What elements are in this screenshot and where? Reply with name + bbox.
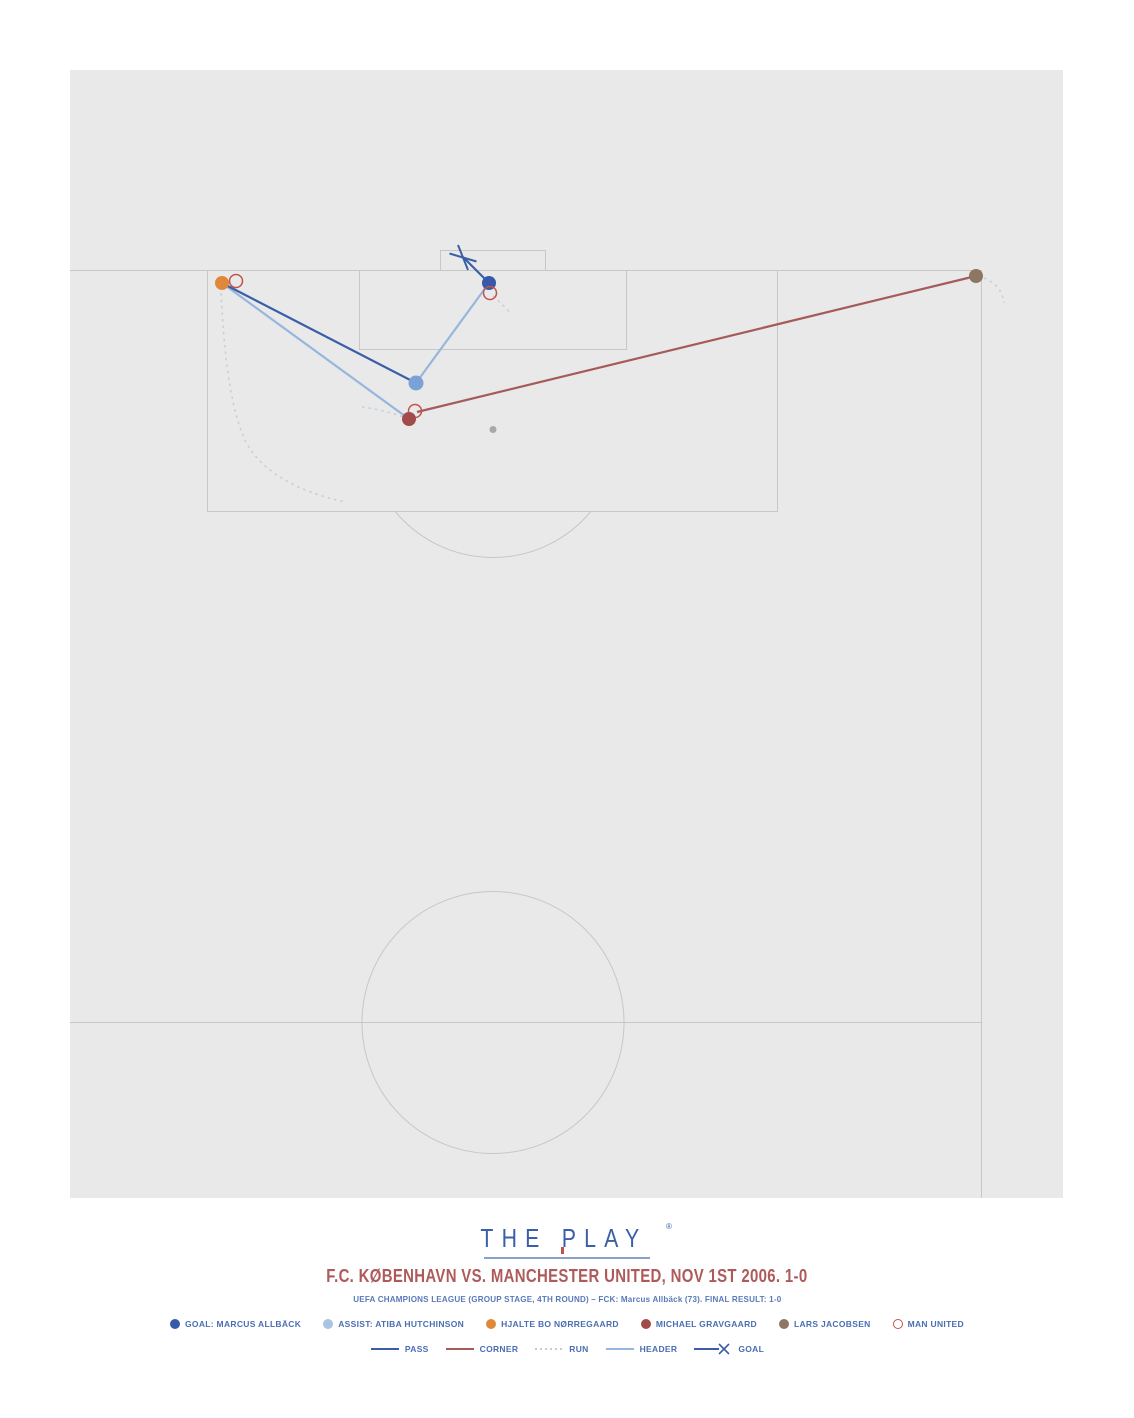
match-line: F.C. KØBENHAVN VS. MANCHESTER UNITED, NO… [0,1266,1134,1287]
player-dot-icon [170,1318,181,1329]
play-layer [215,244,1005,503]
penalty-box [207,270,778,512]
marker-gravgaard [402,412,416,426]
legend-line-label: PASS [404,1343,429,1354]
run-line-icon [535,1347,564,1350]
marker-hutchinson [408,375,424,391]
legend-line-corner: CORNER [445,1343,519,1355]
center-circle [361,891,625,1154]
legend-player-man-united: MAN UNITED [892,1318,964,1329]
legend-line-label: GOAL [738,1343,765,1354]
legend-player-label: MAN UNITED [907,1318,964,1329]
legend-player-atiba-hutchinson: ASSIST: ATIBA HUTCHINSON [323,1318,465,1329]
lines-legend: PASS CORNER RUN HEADER GOAL [0,1342,1134,1355]
legend-player-label: MICHAEL GRAVGAARD [655,1318,757,1329]
legend-line-goal: GOAL [693,1342,765,1355]
goal-frame [440,250,546,271]
marker-norregaard [215,276,229,290]
legend-line-label: CORNER [479,1343,519,1354]
pass-line-icon [370,1347,399,1350]
goal-x-icon [457,244,469,271]
legend-line-label: HEADER [639,1343,678,1354]
pitch-lines [70,250,982,1198]
legend-player-hjalte-norregaard: HJALTE BO NØRREGAARD [486,1318,619,1329]
title-red-accent [560,1246,564,1254]
match-title: F.C. KØBENHAVN VS. MANCHESTER UNITED, NO… [326,1265,808,1286]
header-line-icon [605,1347,634,1350]
pass-norregaard-to-hutchinson [221,282,417,384]
marker-man-united-1 [228,273,244,289]
legend-player-marcus-allback: GOAL: MARCUS ALLBÄCK [170,1318,302,1329]
legend-line-label: RUN [569,1343,589,1354]
six-yard-box [359,270,627,350]
legend-line-run: RUN [534,1343,588,1355]
player-dot-icon [486,1318,497,1329]
competition-details: UEFA CHAMPIONS LEAGUE (GROUP STAGE, 4TH … [352,1293,782,1304]
poster-title: THE PLAY [480,1223,648,1253]
corner-line-icon [445,1347,474,1350]
legend-player-lars-jacobsen: LARS JACOBSEN [778,1318,871,1329]
legend-line-pass: PASS [370,1343,429,1355]
legend-player-michael-gravgaard: MICHAEL GRAVGAARD [640,1318,757,1329]
penalty-spot [489,426,497,433]
marker-jacobsen [969,269,983,283]
goal-line-icon [694,1342,730,1355]
players-legend: GOAL: MARCUS ALLBÄCK ASSIST: ATIBA HUTCHI… [0,1318,1134,1329]
marker-man-united-2 [482,285,498,301]
pitch-background [70,70,1063,1198]
legend-player-label: GOAL: MARCUS ALLBÄCK [185,1318,302,1329]
player-circle-icon [892,1318,903,1329]
competition-line: UEFA CHAMPIONS LEAGUE (GROUP STAGE, 4TH … [0,1289,1134,1307]
poster-text-block: THE PLAY ® F.C. KØBENHAVN VS. MANCHESTER … [0,1222,1134,1355]
poster-title-row: THE PLAY ® [462,1222,672,1259]
header-gravgaard-to-norregaard [221,282,410,420]
player-dot-icon [778,1318,789,1329]
penalty-arc [394,511,592,558]
legend-line-header: HEADER [605,1343,678,1355]
player-dot-icon [323,1318,334,1329]
corner-jacobsen-to-gravgaard [416,274,977,414]
legend-player-label: ASSIST: ATIBA HUTCHINSON [338,1318,465,1329]
legend-player-label: LARS JACOBSEN [793,1318,871,1329]
legend-player-label: HJALTE BO NØRREGAARD [501,1318,619,1329]
registered-trademark: ® [665,1222,672,1231]
player-dot-icon [640,1318,651,1329]
title-underline [484,1257,650,1259]
header-hutchinson-to-allback [415,282,490,384]
